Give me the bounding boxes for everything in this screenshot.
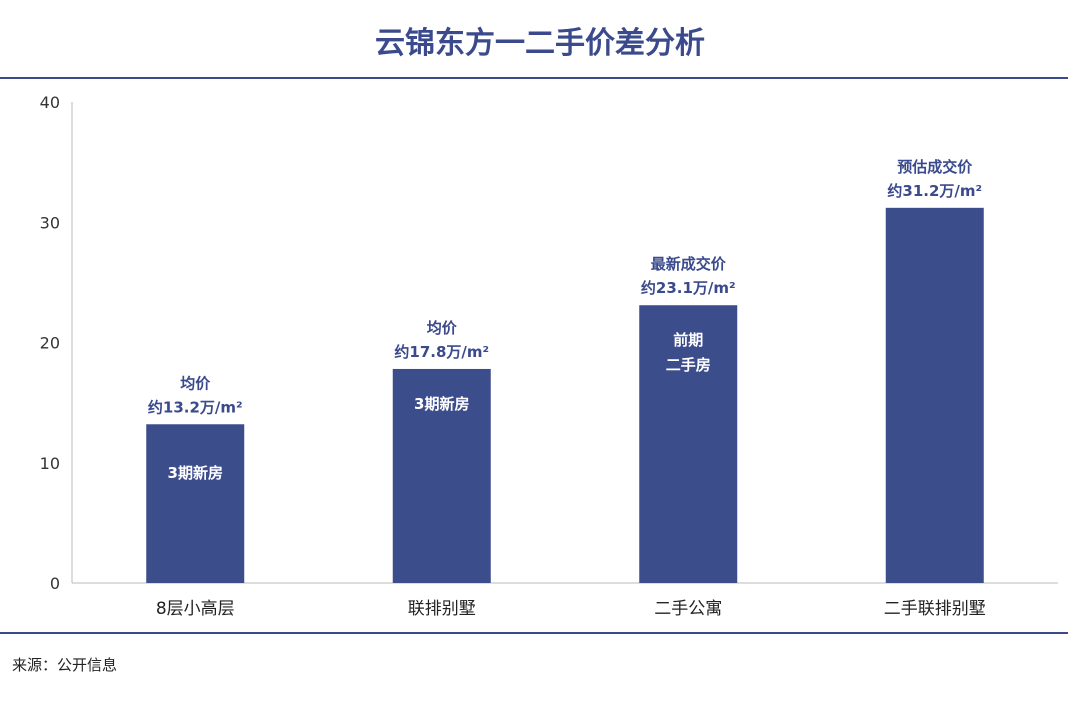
bar [392,368,491,583]
bar-annotation: 均价 [427,319,458,337]
bar-annotation: 约17.8万/m² [394,343,489,361]
bar [885,207,984,583]
source-note: 来源：公开信息 [12,656,118,674]
x-tick-label: 8层小高层 [156,599,235,619]
bar-inner-label: 二手房 [666,356,711,374]
bar [146,424,245,583]
x-tick-label: 二手公寓 [654,599,722,619]
bar-annotation: 约13.2万/m² [148,398,243,416]
bar-annotation: 预估成交价 [897,158,973,176]
bar-annotation: 均价 [180,374,211,392]
bar-inner-label: 3期新房 [414,395,469,413]
bar-annotation: 约31.2万/m² [887,182,982,200]
x-tick-label: 联排别墅 [408,599,476,619]
chart-title: 云锦东方一二手价差分析 [375,26,705,61]
bar-inner-label: 3期新房 [168,464,223,482]
y-tick-label: 20 [40,334,60,353]
bar-annotation: 最新成交价 [651,255,727,273]
bar [639,305,738,583]
x-tick-label: 二手联排别墅 [884,599,986,619]
y-tick-label: 40 [40,93,60,112]
y-tick-label: 0 [50,574,60,593]
bar-inner-label: 前期 [673,331,703,349]
footer-divider [0,632,1068,634]
y-tick-label: 10 [40,454,60,473]
title-divider [0,77,1068,79]
bar-annotation: 约23.1万/m² [641,279,736,297]
y-tick-label: 30 [40,213,60,232]
